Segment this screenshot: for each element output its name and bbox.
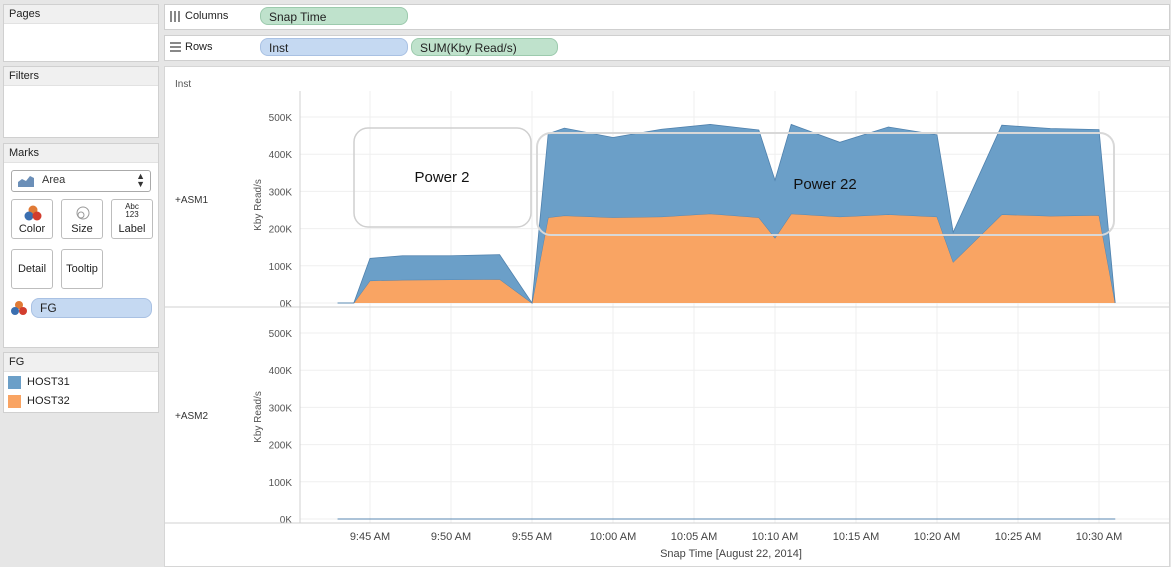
area-host32: [337, 213, 1116, 303]
pane-label-asm2: +ASM2: [175, 411, 209, 422]
x-tick-label: 9:55 AM: [512, 531, 552, 543]
columns-icon: [170, 11, 180, 22]
mark-type-dropdown[interactable]: Area ▲ ▼: [11, 170, 151, 192]
label-button[interactable]: Abc 123 Label: [111, 199, 153, 239]
legend-card: FG HOST31 HOST32: [3, 352, 159, 413]
size-button[interactable]: Size: [61, 199, 103, 239]
rows-icon: [170, 42, 181, 52]
y-tick-label: 200K: [269, 225, 293, 236]
detail-button[interactable]: Detail: [11, 249, 53, 289]
x-tick-label: 10:00 AM: [590, 531, 636, 543]
area-chart-icon: [18, 176, 34, 187]
chart-view: Inst 0K 100K 200K 300K 400K 500K 0K 100K 200K 300…: [164, 66, 1170, 567]
y-tick-label: 400K: [269, 366, 293, 377]
annotation-power22: Power 22: [793, 176, 856, 193]
area-series: [337, 123, 1116, 520]
legend-title: FG: [4, 353, 158, 372]
color-field-pill[interactable]: FG: [31, 298, 152, 318]
area-edge-host31: [337, 123, 1116, 305]
axes: 0K 100K 200K 300K 400K 500K 0K 100K 200K 300K 400K…: [165, 91, 1169, 543]
x-tick-label: 10:10 AM: [752, 531, 798, 543]
x-tick-label: 9:45 AM: [350, 531, 390, 543]
detail-button-label: Detail: [17, 263, 47, 275]
num-text: 123: [125, 210, 139, 219]
x-tick-label: 10:05 AM: [671, 531, 717, 543]
area-host31: [337, 124, 1116, 303]
legend-label-host31: HOST31: [27, 376, 70, 388]
rows-shelf[interactable]: Rows Inst SUM(Kby Read/s): [164, 35, 1170, 61]
legend-item-host32[interactable]: HOST32: [8, 393, 70, 409]
y-axis-title-asm2: Kby Read/s: [253, 391, 264, 443]
abc-123-icon: Abc 123: [112, 203, 152, 219]
pages-title: Pages: [4, 5, 158, 24]
columns-label: Columns: [185, 10, 229, 22]
mark-type-label: Area: [42, 174, 66, 186]
color-icon: [24, 205, 42, 221]
row-header-inst: Inst: [175, 79, 191, 90]
y-tick-label: 300K: [269, 187, 293, 198]
y-axis-title-asm1: Kby Read/s: [253, 179, 264, 231]
y-tick-label: 100K: [269, 262, 293, 273]
label-button-label: Label: [118, 223, 146, 235]
annotation-box-power22: [536, 132, 1115, 236]
color-button[interactable]: Color: [11, 199, 53, 239]
y-tick-label: 0K: [280, 515, 293, 526]
size-button-label: Size: [71, 223, 93, 235]
y-tick-label: 400K: [269, 150, 293, 161]
chevron-updown-icon: ▲ ▼: [136, 171, 145, 189]
tooltip-button-label: Tooltip: [66, 263, 98, 275]
y-tick-label: 200K: [269, 441, 293, 452]
filters-title: Filters: [4, 67, 158, 86]
marks-card: Marks Area ▲ ▼ Color Size Abc 123 Label D…: [3, 143, 159, 348]
size-icon: [76, 206, 90, 220]
tooltip-button[interactable]: Tooltip: [61, 249, 103, 289]
y-tick-label: 500K: [269, 113, 293, 124]
x-tick-label: 10:25 AM: [995, 531, 1041, 543]
x-tick-label: 9:50 AM: [431, 531, 471, 543]
legend-label-host32: HOST32: [27, 395, 70, 407]
x-tick-label: 10:15 AM: [833, 531, 879, 543]
marks-title: Marks: [4, 144, 158, 163]
rows-pill-inst[interactable]: Inst: [260, 38, 408, 56]
y-tick-label: 100K: [269, 478, 293, 489]
x-tick-label: 10:20 AM: [914, 531, 960, 543]
annotation-box-power2: [353, 127, 532, 228]
rows-pill-kby-read[interactable]: SUM(Kby Read/s): [411, 38, 558, 56]
annotation-power2: Power 2: [414, 169, 469, 186]
pane-label-asm1: +ASM1: [175, 195, 209, 206]
area-chart: Inst 0K 100K 200K 300K 400K 500K 0K 100K 200K 300…: [165, 79, 1169, 560]
y-tick-label: 500K: [269, 329, 293, 340]
abc-text: Abc: [125, 202, 139, 211]
legend-item-host31[interactable]: HOST31: [8, 374, 70, 390]
y-tick-label: 0K: [280, 299, 293, 310]
color-button-label: Color: [18, 223, 46, 235]
filters-card: Filters: [3, 66, 159, 138]
columns-pill-snap-time[interactable]: Snap Time: [260, 7, 408, 25]
pages-card: Pages: [3, 4, 159, 62]
rows-label: Rows: [185, 41, 213, 53]
x-tick-label: 10:30 AM: [1076, 531, 1122, 543]
color-field-icon: [11, 301, 27, 315]
legend-swatch-host32: [8, 394, 21, 408]
x-axis-title: Snap Time [August 22, 2014]: [660, 548, 802, 560]
y-tick-label: 300K: [269, 403, 293, 414]
columns-shelf[interactable]: Columns Snap Time: [164, 4, 1170, 30]
legend-swatch-host31: [8, 375, 21, 389]
